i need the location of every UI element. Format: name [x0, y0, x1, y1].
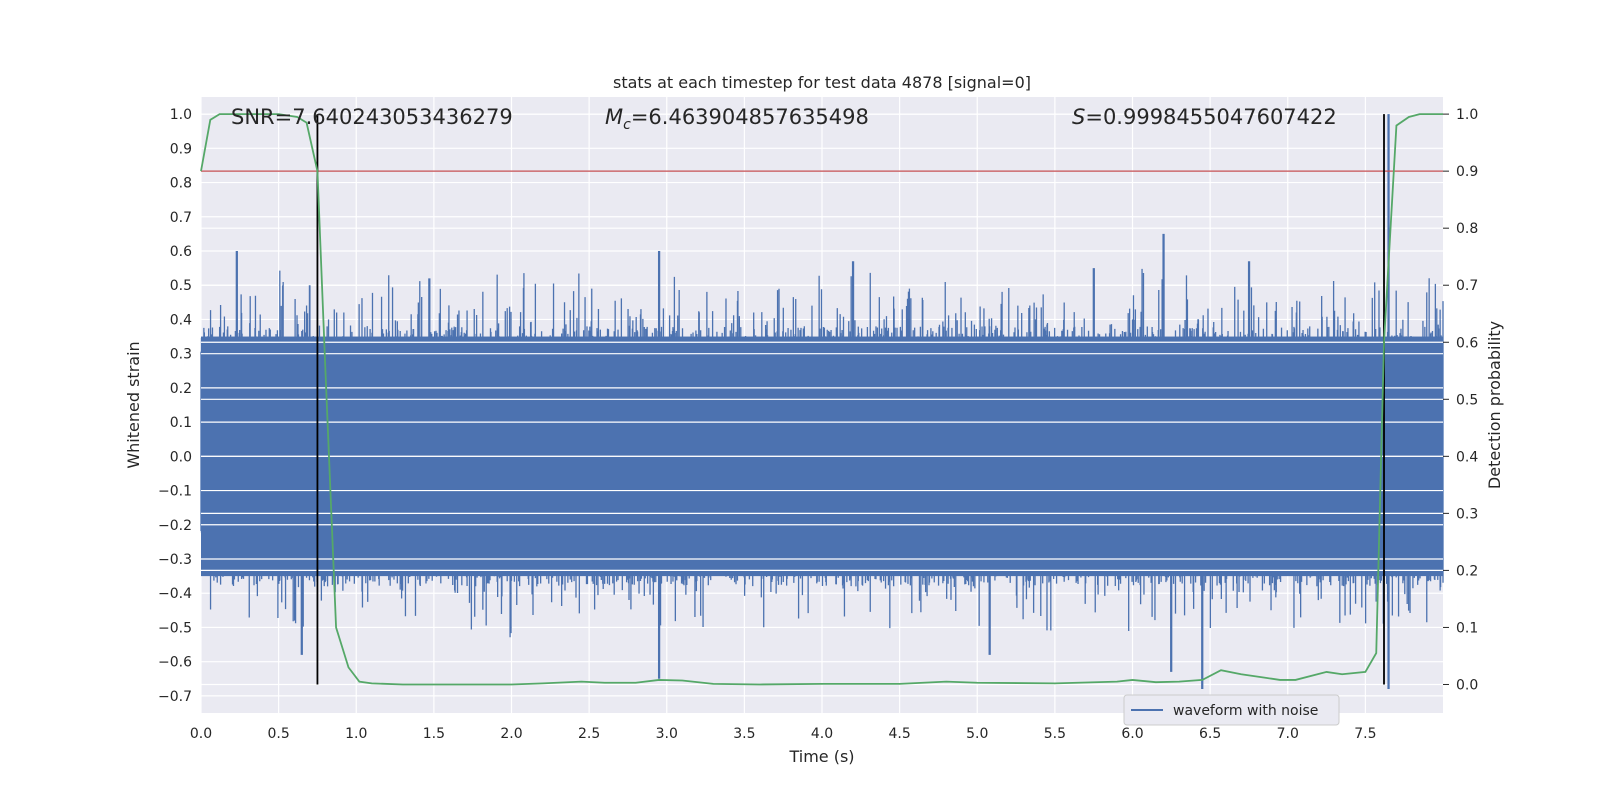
- y-tick-label: −0.7: [158, 689, 192, 705]
- mc-symbol: M: [605, 105, 623, 129]
- x-tick-label: 6.5: [1199, 726, 1221, 742]
- y-tick-label: −0.2: [158, 518, 192, 534]
- x-tick-label: 3.0: [656, 726, 678, 742]
- right-tick-label: 0.2: [1456, 563, 1478, 579]
- y-axis-ticks: 1.0 0.9 0.8 0.7 0.6 0.5 0.4 0.3 0.2 0.1 0.0 −0.1 −0.…: [158, 107, 192, 705]
- x-tick-label: 1.5: [423, 726, 445, 742]
- mc-subscript: c: [623, 117, 631, 133]
- right-tick-label: 0.7: [1456, 278, 1478, 294]
- y-tick-label: 0.4: [170, 312, 192, 328]
- x-tick-label: 4.5: [888, 726, 910, 742]
- y-tick-label: −0.4: [158, 586, 192, 602]
- y-axis-right-label: Detection probability: [1485, 321, 1504, 489]
- x-tick-label: 5.5: [1044, 726, 1066, 742]
- y-tick-label: 0.2: [170, 381, 192, 397]
- y-tick-label: 1.0: [170, 107, 192, 123]
- s-annotation: S=0.9998455047607422: [1072, 105, 1337, 129]
- y-tick-label: −0.5: [158, 620, 192, 636]
- mc-annotation: Mc=6.463904857635498: [605, 105, 869, 133]
- y-tick-label: 0.0: [170, 449, 192, 465]
- vertical-markers: [316, 114, 1385, 685]
- s-value: =0.9998455047607422: [1085, 105, 1336, 129]
- x-tick-label: 2.0: [500, 726, 522, 742]
- right-tick-label: 0.9: [1456, 164, 1478, 180]
- mc-value: =6.463904857635498: [631, 105, 869, 129]
- x-tick-label: 4.0: [811, 726, 833, 742]
- y-tick-label: 0.8: [170, 176, 192, 192]
- detection-probability-line: [200, 113, 1443, 686]
- right-tick-label: 0.1: [1456, 620, 1478, 636]
- x-axis-label: Time (s): [788, 747, 854, 766]
- right-tick-label: 1.0: [1456, 107, 1478, 123]
- right-tick-label: 0.5: [1456, 392, 1478, 408]
- x-tick-label: 3.5: [733, 726, 755, 742]
- right-tick-label: 0.4: [1456, 449, 1478, 465]
- y-tick-label: 0.1: [170, 415, 192, 431]
- x-axis-ticks: 0.0 0.5 1.0 1.5 2.0 2.5 3.0 3.5 4.0 4.5 5.0 5.5 6.0 6…: [190, 726, 1377, 742]
- x-tick-label: 2.5: [578, 726, 600, 742]
- right-tick-label: 0.6: [1456, 335, 1478, 351]
- x-tick-label: 0.5: [267, 726, 289, 742]
- legend-label-waveform: waveform with noise: [1173, 703, 1318, 719]
- x-tick-label: 1.0: [345, 726, 367, 742]
- waveform-series: [200, 114, 1444, 690]
- legend-box: [1123, 694, 1340, 726]
- y-tick-label: 0.6: [170, 244, 192, 260]
- y-tick-label: −0.3: [158, 552, 192, 568]
- s-symbol: S: [1072, 105, 1085, 129]
- chart-title: stats at each timestep for test data 487…: [613, 73, 1031, 92]
- x-tick-label: 7.5: [1354, 726, 1376, 742]
- x-tick-label: 6.0: [1121, 726, 1143, 742]
- right-tick-label: 0.8: [1456, 221, 1478, 237]
- y-axis-label: Whitened strain: [124, 341, 143, 468]
- y-tick-label: 0.3: [170, 347, 192, 363]
- x-tick-label: 5.0: [966, 726, 988, 742]
- right-tick-label: 0.0: [1456, 677, 1478, 693]
- right-tick-label: 0.3: [1456, 506, 1478, 522]
- y-tick-label: 0.5: [170, 278, 192, 294]
- y-tick-label: 0.7: [170, 210, 192, 226]
- x-tick-label: 7.0: [1277, 726, 1299, 742]
- y-tick-label: −0.1: [158, 484, 192, 500]
- right-axis-ticks: 1.0 0.9 0.8 0.7 0.6 0.5 0.4 0.3 0.2 0.1 0.0: [1443, 107, 1478, 693]
- y-tick-label: 0.9: [170, 141, 192, 157]
- x-tick-label: 0.0: [190, 726, 212, 742]
- legend: waveform with noise: [1123, 694, 1340, 726]
- snr-annotation: SNR=7.640243053436279: [231, 105, 513, 129]
- y-tick-label: −0.6: [158, 655, 192, 671]
